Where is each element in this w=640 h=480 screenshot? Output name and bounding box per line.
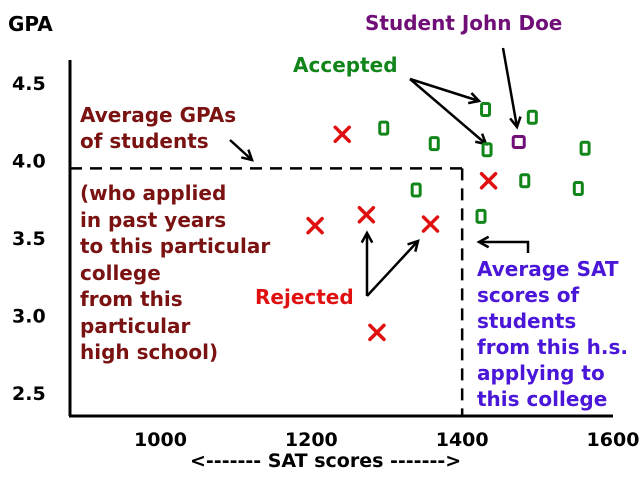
accepted-point [481, 142, 493, 158]
y-tick-label: 3.5 [12, 228, 46, 250]
avg-sat-arrow-shaft [479, 240, 530, 253]
avg-gpa-line: Average GPAs [80, 103, 237, 127]
y-tick-label: 3.0 [12, 305, 46, 327]
rejected-point-stroke [306, 216, 324, 235]
rejected-point [333, 125, 352, 144]
avg-gpa-arrow [229, 139, 254, 162]
x-tick-label: 1200 [285, 429, 338, 451]
rejected-arrow [366, 239, 420, 297]
x-axis-label: <------- SAT scores -------> [190, 450, 462, 472]
avg-gpa-line: of students [80, 129, 209, 153]
axes [68, 60, 613, 418]
john-doe-arrow-shaft [501, 47, 519, 128]
rejected-point-stroke [479, 171, 498, 190]
avg-sat-arrow [476, 235, 530, 253]
data-points [306, 102, 591, 342]
accepted-point [428, 136, 440, 152]
accepted-arrow [409, 78, 488, 146]
accepted-point [579, 140, 591, 156]
applied-note-line: in past years [80, 207, 227, 232]
rejected-point [306, 216, 324, 235]
x-tick-label: 1400 [436, 429, 489, 451]
accepted-point [410, 182, 422, 198]
accepted-point [475, 208, 487, 224]
accepted-point [519, 173, 531, 189]
applied-note-line: college [80, 260, 161, 285]
avg-sat-line: students [477, 309, 577, 333]
accepted-point [572, 180, 584, 196]
applied-note-line: high school) [80, 340, 219, 364]
john-doe-arrow [501, 47, 522, 130]
rejected-arrow-head [407, 239, 420, 252]
tick-labels: 1000 1200 1400 1600 4.5 4.0 3.5 3.0 2.5 [12, 73, 639, 451]
avg-sat-line: applying to [477, 361, 605, 385]
applied-note-line: (who applied [80, 181, 227, 205]
y-tick-label: 2.5 [12, 383, 46, 405]
y-axis-label: GPA [8, 12, 53, 36]
accepted-point [526, 109, 538, 125]
avg-sat-line: from this h.s. [477, 335, 628, 359]
avg-gpa-arrow-head [241, 149, 254, 162]
john-doe-arrow-head [509, 116, 522, 130]
avg-sat-line: scores of [477, 283, 580, 307]
rejected-arrow [360, 230, 374, 296]
rejected-arrow-head [360, 230, 374, 244]
accepted-arrow-shaft [409, 78, 487, 145]
accepted-arrow-shaft [409, 77, 480, 103]
john-doe-label: Student John Doe [365, 11, 563, 35]
x-tick-label: 1600 [587, 429, 640, 451]
avg-sat-line: Average SAT [477, 257, 619, 281]
john-doe-point [511, 135, 526, 150]
applied-note-annotation: (who applied in past years to this parti… [80, 180, 270, 366]
accepted-arrow [409, 77, 482, 105]
rejected-point [368, 323, 386, 342]
avg-sat-arrow-head [476, 235, 490, 249]
avg-sat-annotation: Average SAT scores of students from this… [477, 256, 628, 412]
y-tick-label: 4.5 [12, 73, 46, 95]
rejected-point [479, 171, 498, 190]
accepted-point [378, 120, 390, 136]
rejected-label: Rejected [255, 285, 354, 309]
reference-lines [70, 167, 464, 416]
avg-sat-line: this college [477, 387, 608, 411]
avg-gpa-arrow-shaft [229, 139, 253, 161]
applied-note-line: particular [80, 313, 191, 338]
annotation-arrows [229, 47, 530, 297]
rejected-point [421, 215, 440, 233]
y-tick-label: 4.0 [12, 151, 46, 173]
rejected-point-stroke [333, 125, 352, 144]
avg-gpa-annotation: Average GPAs of students [80, 102, 236, 154]
rejected-point-stroke [368, 323, 386, 342]
accepted-point [480, 102, 492, 118]
accepted-arrow-head [467, 92, 482, 105]
x-tick-label: 1000 [134, 429, 187, 451]
rejected-point [357, 206, 376, 224]
accepted-label: Accepted [293, 53, 398, 77]
rejected-point-stroke [357, 206, 376, 224]
applied-note-line: to this particular [80, 234, 271, 258]
rejected-point-stroke [421, 215, 440, 233]
applied-note-line: from this [80, 287, 183, 311]
rejected-arrow-shaft [366, 240, 419, 297]
